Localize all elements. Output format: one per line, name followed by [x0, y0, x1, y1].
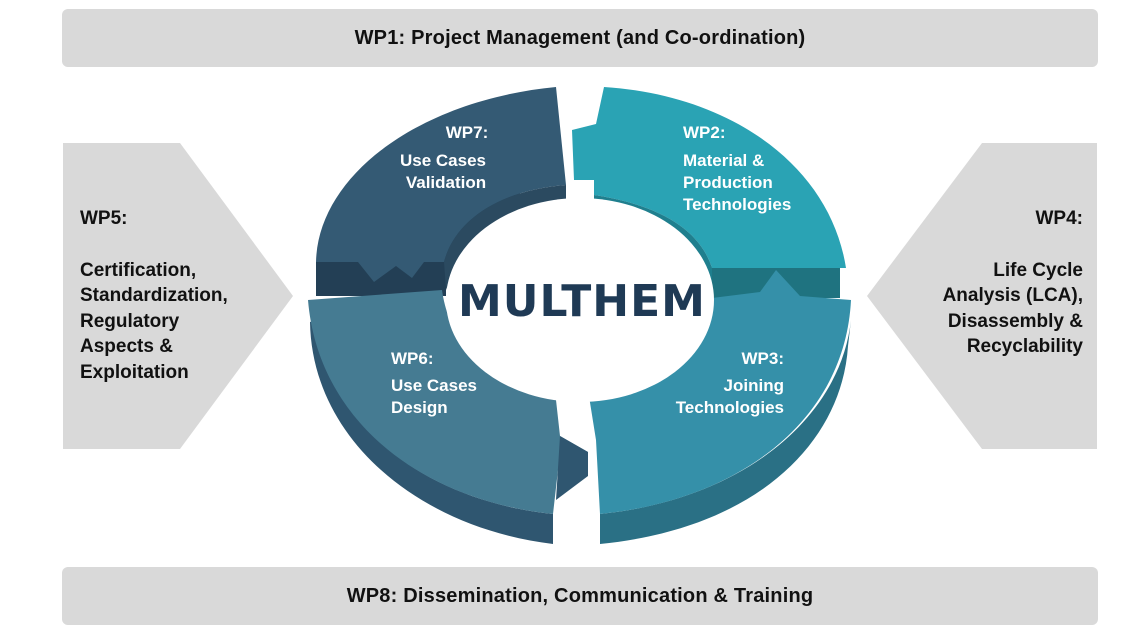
wp5-line-6: Exploitation [80, 362, 189, 383]
wp7-line-3: Validation [406, 173, 486, 192]
wp4-line-2: Life Cycle [993, 260, 1083, 281]
wp7-text: WP7: Use Cases Validation [400, 123, 488, 192]
wp2-segment [572, 87, 846, 268]
wp4-line-3: Analysis (LCA), [943, 285, 1083, 306]
wp2-line-3: Production [683, 173, 773, 192]
wp4-line-4: Disassembly & [948, 311, 1083, 332]
wp4-line-1: WP4: [1036, 208, 1084, 229]
wp7-line-2: Use Cases [400, 151, 486, 170]
wp6-line-2: Use Cases [391, 376, 477, 395]
wp5-text: WP5: Certification, Standardization, Reg… [80, 208, 228, 383]
wp3-segment [588, 270, 851, 514]
wp4-panel [867, 143, 1097, 449]
wp6-segment [308, 290, 588, 514]
wp6-text: WP6: Use Cases Design [391, 349, 477, 417]
center-hole [446, 198, 714, 402]
wp2-text: WP2: Material & Production Technologies [683, 123, 791, 214]
wp2-line-2: Material & [683, 151, 764, 170]
wp8-label: WP8: Dissemination, Communication & Trai… [346, 584, 814, 607]
wp4-line-5: Recyclability [967, 336, 1084, 357]
wp3-line-2: Joining [724, 376, 784, 395]
wp5-line-1: WP5: [80, 208, 128, 229]
wp5-line-4: Regulatory [80, 311, 180, 332]
wp1-banner: WP1: Project Management (and Co-ordinati… [62, 9, 1098, 67]
wp4-text: WP4: Life Cycle Analysis (LCA), Disassem… [943, 208, 1084, 357]
wp6-notch [556, 436, 588, 500]
wp8-banner: WP8: Dissemination, Communication & Trai… [62, 567, 1098, 625]
wp3-depth [600, 320, 851, 544]
wp5-line-3: Standardization, [80, 285, 228, 306]
wp7-line-1: WP7: [446, 123, 489, 142]
wp3-text: WP3: Joining Technologies [676, 349, 784, 417]
wp7-segment [316, 87, 566, 282]
wp5-line-2: Certification, [80, 260, 196, 281]
center-title: MULTHEM [458, 276, 706, 327]
wp2-line-4: Technologies [683, 195, 791, 214]
wp2-depth [594, 182, 840, 298]
wp6-line-1: WP6: [391, 349, 434, 368]
wp5-panel [63, 143, 293, 449]
wp2-line-1: WP2: [683, 123, 726, 142]
wp3-line-1: WP3: [742, 349, 785, 368]
wp6-depth [310, 320, 553, 544]
wp3-line-3: Technologies [676, 398, 784, 417]
wp6-line-3: Design [391, 398, 448, 417]
wp5-line-5: Aspects & [80, 336, 173, 357]
wp1-label: WP1: Project Management (and Co-ordinati… [354, 26, 806, 49]
